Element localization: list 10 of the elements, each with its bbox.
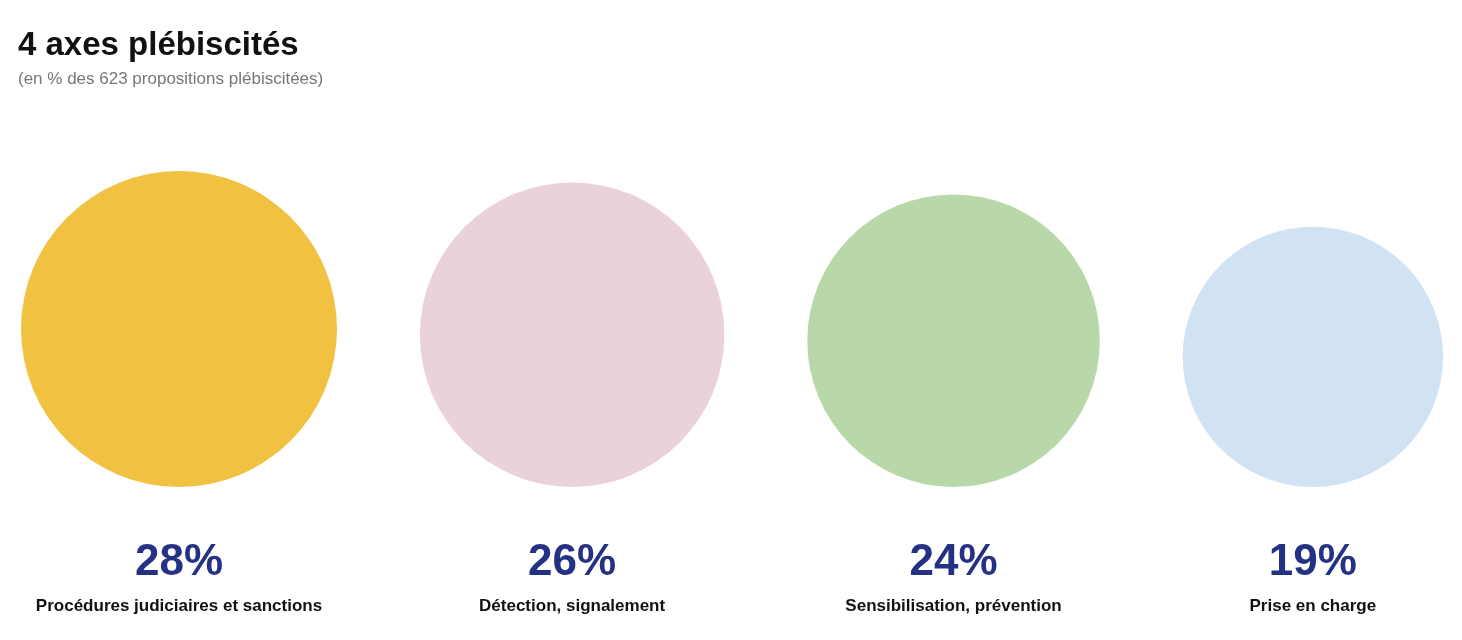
data-label: 19% (1268, 535, 1357, 584)
text: 4 axes plébiscités (18, 25, 299, 62)
category-label: Prise en charge (1249, 596, 1377, 615)
category-label: Sensibilisation, prévention (845, 596, 1062, 615)
data-label: 24% (909, 535, 998, 584)
category-label: Détection, signalement (479, 596, 666, 615)
data-label: 28% (134, 535, 224, 584)
data-label: 26% (528, 535, 617, 584)
category-label: Procédures judiciaires et sanctions (35, 596, 323, 615)
text: (en % des 623 propositions plébiscitées) (18, 69, 324, 88)
